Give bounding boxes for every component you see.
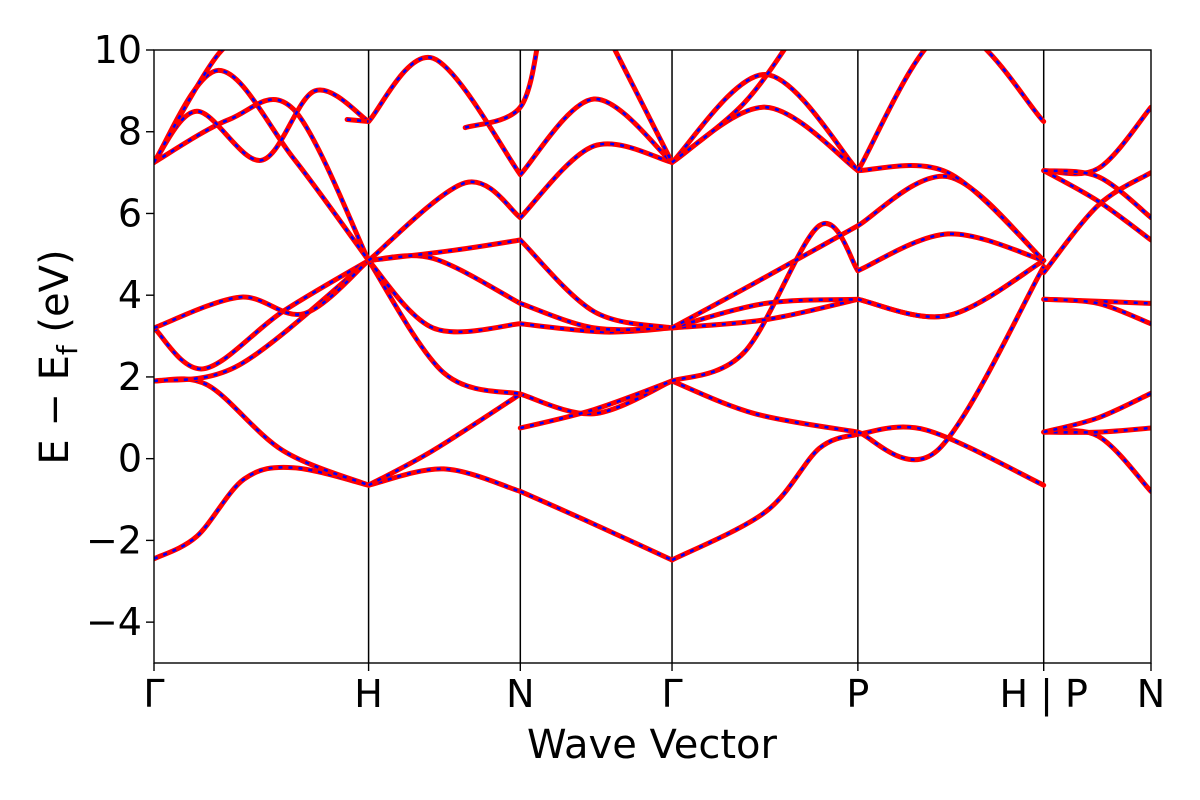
y-axis-title-unit: (eV) — [32, 249, 78, 345]
band-8 — [154, 50, 1151, 178]
band-2-segment-4-dashed — [671, 379, 859, 434]
y-axis-title-main: E − E — [32, 355, 78, 465]
band-1-segment-4-dashed — [671, 432, 859, 562]
band-3-segment-5-solid — [855, 231, 1047, 274]
band-8-segment-2-dashed — [367, 56, 522, 176]
band-7-segment-3-dashed — [519, 142, 673, 219]
band-2-segment-6-dashed — [1043, 426, 1151, 434]
band-2-segment-5-solid — [855, 264, 1047, 463]
band-6-segment-6-dashed — [1042, 171, 1151, 274]
band-1-segment-3-dashed — [519, 490, 673, 562]
band-9-segment-6-dashed — [1043, 169, 1151, 219]
band-3-segment-3-dashed — [520, 379, 673, 430]
x-axis-title: Wave Vector — [527, 722, 778, 768]
band-5-segment-6-dashed — [1043, 298, 1151, 325]
band-2-segment-2-dashed — [368, 393, 521, 487]
x-tick-label: H | P — [999, 672, 1087, 717]
band-5-segment-2-dashed — [368, 254, 521, 305]
band-6-segment-6-solid — [1041, 170, 1151, 276]
band-7-segment-1-dashed — [154, 69, 370, 262]
y-axis-ticks: −4 −2 0 2 4 6 8 10 — [86, 28, 154, 644]
y-tick-label: 2 — [118, 355, 142, 399]
band-8-segment-5-solid — [855, 50, 1047, 174]
band-5-segment-1-solid — [154, 258, 372, 331]
band-1-segment-1-dashed — [154, 466, 369, 560]
x-tick-label: N — [1137, 672, 1165, 716]
band-4-segment-2-dashed — [367, 259, 521, 334]
y-tick-label: 4 — [118, 273, 142, 317]
band-5-segment-3-solid — [517, 300, 675, 333]
y-tick-label: 8 — [118, 110, 142, 154]
band-9-segment-5-dashed — [671, 50, 786, 164]
bands — [154, 50, 1151, 563]
band-8-segment-6-solid — [1041, 104, 1151, 177]
band-8-segment-4-dashed — [671, 73, 859, 172]
band-1-segment-5-dashed — [857, 425, 1045, 487]
x-tick-label: P — [846, 672, 869, 716]
band-8-segment-1-dashed — [154, 88, 370, 164]
band-1-segment-1-solid — [154, 464, 372, 562]
band-9 — [154, 50, 1151, 221]
band-6-segment-1-dashed — [154, 98, 370, 262]
band-6-segment-2-solid — [366, 237, 523, 263]
band-6-segment-1-solid — [154, 96, 372, 263]
band-1-segment-6-solid — [1041, 428, 1151, 494]
band-3 — [154, 220, 1151, 435]
high-symmetry-lines — [367, 50, 1045, 663]
band-5-segment-4-dashed — [671, 298, 858, 330]
y-tick-label: 6 — [118, 191, 142, 235]
band-8-segment-2-solid — [366, 54, 523, 178]
band-9-segment-3-solid — [462, 50, 540, 131]
y-tick-label: −2 — [86, 518, 142, 562]
band-6-segment-3-dashed — [519, 239, 673, 330]
band-4 — [154, 258, 1151, 384]
band-7-segment-6-dashed — [1043, 169, 1151, 242]
band-3-segment-2-dashed — [367, 259, 521, 396]
band-9-segment-1-solid — [154, 50, 226, 165]
y-tick-label: 10 — [94, 28, 142, 72]
y-axis-title-subscript: f — [51, 344, 84, 355]
y-tick-label: −4 — [86, 600, 142, 644]
band-8-segment-3-dashed — [519, 97, 673, 176]
y-axis-title: E − Ef (eV) — [32, 249, 84, 464]
band-9-segment-2-dashed — [346, 118, 369, 123]
band-1-segment-6-dashed — [1043, 429, 1151, 493]
band-7-segment-5-dashed — [857, 164, 1045, 262]
y-tick-label: 0 — [118, 437, 142, 481]
plot-frame — [153, 49, 1152, 664]
band-9-segment-4-solid — [612, 50, 675, 165]
band-3-segment-5-dashed — [857, 232, 1045, 272]
band-7-segment-2-dashed — [367, 180, 522, 262]
band-1-segment-2-solid — [366, 466, 523, 494]
band-7-segment-4-dashed — [671, 105, 859, 172]
band-8-segment-6-dashed — [1043, 106, 1151, 175]
band-5-segment-1-dashed — [154, 259, 370, 330]
band-1 — [154, 424, 1151, 563]
x-axis-ticks: Γ H N Γ P H | P N — [143, 663, 1165, 717]
band-3-segment-6-dashed — [1043, 392, 1151, 434]
band-7-segment-1-solid — [154, 67, 372, 263]
band-5-segment-5-dashed — [857, 259, 1045, 319]
x-tick-label: Γ — [143, 672, 164, 716]
band-1-segment-4-solid — [669, 431, 861, 563]
band-5-segment-5-solid — [855, 258, 1047, 320]
band-8-segment-3-solid — [517, 96, 675, 178]
band-8-segment-4-solid — [669, 71, 861, 174]
band-3-segment-1-dashed — [154, 259, 370, 371]
band-4-segment-1-dashed — [154, 259, 370, 383]
band-2-segment-4-solid — [669, 378, 861, 435]
x-tick-label: N — [506, 672, 534, 716]
band-4-segment-4-dashed — [671, 298, 859, 330]
band-3-segment-6-solid — [1041, 390, 1151, 435]
band-2-segment-1-dashed — [154, 377, 370, 487]
x-tick-label: Γ — [661, 672, 682, 716]
x-tick-label: H — [354, 672, 383, 716]
band-6-segment-4-dashed — [671, 224, 859, 329]
